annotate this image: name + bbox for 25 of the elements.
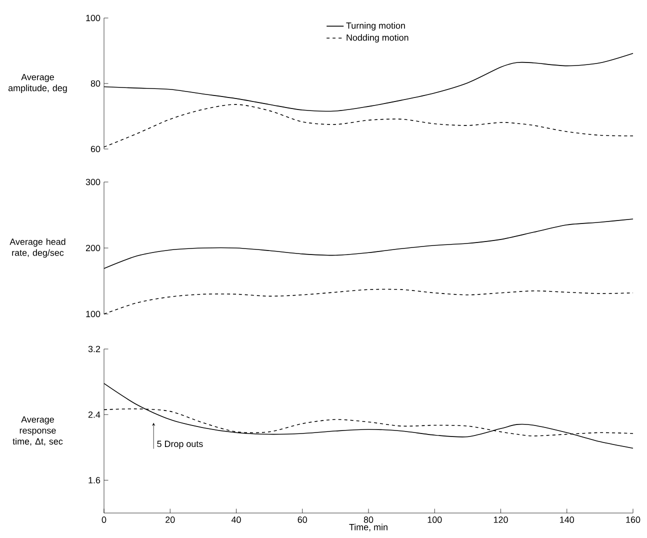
- x-tick-label: 80: [364, 516, 374, 523]
- legend-label: Turning motion: [346, 22, 405, 31]
- annotation: 5 Drop outs: [157, 440, 203, 449]
- x-tick-label: 60: [298, 516, 308, 523]
- y-tick-label: 200: [86, 244, 100, 252]
- x-tick-label: 0: [102, 516, 106, 523]
- y-tick-label: 1.6: [88, 477, 100, 484]
- x-tick-label: 120: [494, 516, 508, 523]
- y-axis-title: Average head rate, deg/sec: [10, 238, 66, 258]
- y-axis-title: Average amplitude, deg: [8, 74, 67, 93]
- y-tick-label: 2.4: [88, 411, 100, 418]
- x-tick-label: 100: [428, 516, 442, 523]
- y-tick-label: 60: [90, 146, 100, 152]
- x-tick-label: 160: [626, 516, 640, 523]
- legend-label: Nodding motion: [346, 34, 408, 43]
- y-tick-label: 300: [86, 178, 100, 186]
- x-tick-label: 20: [166, 516, 175, 523]
- y-axis-title: Average response time, Δt, sec: [12, 416, 63, 446]
- x-tick-label: 140: [560, 516, 574, 523]
- y-tick-label: 100: [86, 14, 100, 22]
- y-tick-label: 80: [90, 80, 100, 87]
- y-tick-label: 3.2: [88, 346, 100, 352]
- x-axis-title: Time, min: [349, 524, 388, 532]
- y-tick-label: 100: [86, 310, 100, 318]
- x-tick-label: 40: [231, 516, 241, 523]
